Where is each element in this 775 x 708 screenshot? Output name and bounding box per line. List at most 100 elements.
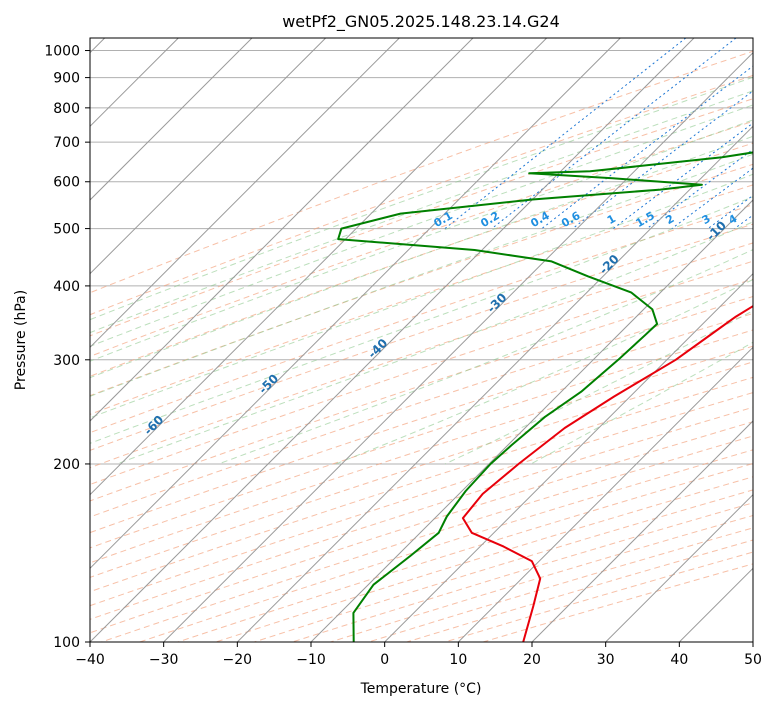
mixing-ratio-label: 1.5: [634, 209, 657, 230]
isotherm: [384, 272, 753, 642]
isotherm: [605, 493, 753, 642]
isotherm: [531, 420, 753, 642]
mixing-ratio-line: [541, 65, 753, 229]
moist-adiabat: [90, 173, 753, 419]
y-tick-label: 100: [53, 635, 80, 651]
moist-adiabat: [218, 249, 753, 465]
data-lines: [337, 151, 753, 642]
dry-adiabat: [90, 204, 753, 434]
isotherm: [310, 199, 753, 642]
moist-adiabat: [90, 135, 753, 379]
dry-adiabat: [90, 223, 753, 451]
mixing-ratio-line: [671, 167, 753, 229]
dry-adiabat: [90, 376, 753, 593]
isotherm-label: -30: [484, 290, 509, 315]
dry-adiabat: [90, 295, 753, 518]
chart-title: wetPf2_GN05.2025.148.23.14.G24: [282, 12, 560, 32]
x-tick-label: 40: [670, 652, 688, 668]
isotherm: [90, 38, 621, 570]
moist-adiabat: [90, 196, 753, 444]
isotherm: [90, 38, 327, 275]
isotherm: [752, 641, 753, 642]
dry-adiabat: [90, 74, 753, 316]
dry-adiabat: [90, 260, 753, 486]
moist-adiabat: [444, 310, 753, 465]
dry-adiabat: [444, 551, 753, 642]
x-tick-label: 30: [597, 652, 615, 668]
y-axis: 100 200 300 400 500 600 700 800 900 1000: [44, 44, 90, 651]
y-tick-label: 1000: [44, 44, 80, 60]
y-tick-label: 400: [53, 279, 80, 295]
dry-adiabat: [90, 345, 753, 564]
x-tick-label: −30: [149, 652, 179, 668]
moist-adiabat: [90, 90, 753, 334]
isotherm: [90, 38, 474, 422]
mixing-ratio-label: 0.4: [528, 209, 552, 230]
mixing-ratio-line: [646, 148, 753, 229]
x-tick-label: 0: [380, 652, 389, 668]
dry-adiabat: [90, 184, 753, 415]
isotherm: [90, 38, 400, 349]
isotherm: [678, 567, 753, 642]
y-tick-label: 800: [53, 101, 80, 117]
mixing-ratio-label: 2: [663, 212, 676, 227]
moist-adiabat: [335, 278, 753, 465]
isotherm: [236, 125, 753, 642]
y-axis-label: Pressure (hPa): [13, 290, 29, 390]
y-tick-label: 200: [53, 457, 80, 473]
y-tick-label: 600: [53, 175, 80, 191]
dry-adiabat: [90, 98, 753, 337]
isotherm-labels: 0.10.20.40.611.52346810131620253036-100-…: [18, 209, 775, 487]
isotherm: [163, 51, 753, 642]
dry-adiabat: [90, 242, 753, 469]
x-axis-label: Temperature (°C): [360, 681, 482, 697]
plot-frame: [89, 37, 754, 643]
background-lines: [90, 38, 753, 642]
dry-adiabat: [90, 50, 753, 294]
x-tick-label: 50: [744, 652, 762, 668]
x-tick-label: −40: [75, 652, 105, 668]
mixing-ratio-line: [734, 214, 753, 230]
isotherm-label: -40: [365, 336, 390, 361]
y-tick-label: 300: [53, 353, 80, 369]
mixing-ratio-line: [612, 122, 753, 229]
dry-adiabat: [90, 312, 753, 534]
dry-adiabat: [90, 392, 753, 607]
dry-adiabat: [90, 142, 753, 377]
x-tick-label: −20: [223, 652, 253, 668]
moist-adiabat: [116, 221, 753, 465]
x-tick-label: −10: [296, 652, 326, 668]
dry-adiabat: [90, 120, 753, 357]
dry-adiabat: [101, 435, 753, 642]
isotherm: [90, 38, 253, 201]
isotherm: [457, 346, 753, 642]
mixing-ratio-label: 0.1: [431, 209, 454, 230]
y-tick-label: 900: [53, 71, 80, 87]
isotherm: [90, 38, 548, 496]
x-axis: −40 −30 −20 −10 0 10 20 30 40 50: [75, 642, 762, 668]
moist-adiabat: [90, 119, 753, 362]
isotherm: [90, 38, 695, 642]
y-tick-label: 700: [53, 135, 80, 151]
dry-adiabat: [330, 514, 753, 642]
dry-adiabat: [406, 539, 753, 642]
y-tick-label: 500: [53, 222, 80, 238]
dry-adiabat: [90, 278, 753, 502]
isotherm-label: -70: [18, 462, 43, 487]
moist-adiabat: [90, 76, 753, 321]
x-tick-label: 10: [449, 652, 467, 668]
x-tick-label: 20: [523, 652, 541, 668]
temperature-profile-line: [461, 304, 753, 642]
dry-adiabat: [90, 329, 753, 549]
moist-adiabat: [90, 104, 753, 347]
mixing-ratio-line: [444, 38, 687, 229]
isotherm-label: -50: [256, 371, 281, 396]
dry-adiabat: [90, 361, 753, 578]
dewpoint-profile-line: [337, 151, 753, 642]
moist-adiabat: [90, 153, 753, 397]
mixing-ratio-label: 6: [765, 212, 775, 227]
mixing-ratio-label: 1: [605, 212, 618, 227]
mixing-ratio-label: 3: [700, 212, 713, 227]
